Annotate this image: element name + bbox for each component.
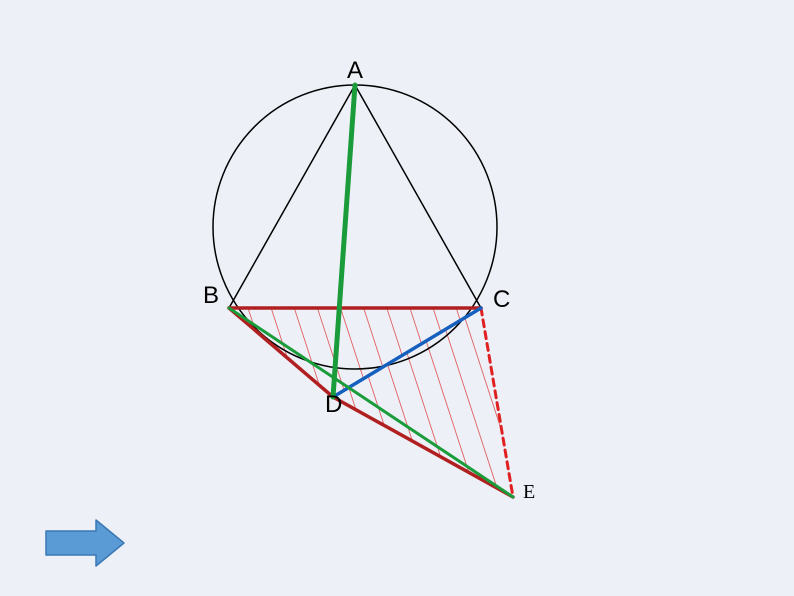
label-D: D xyxy=(325,391,342,419)
hatch-region xyxy=(0,0,794,596)
edge-BD xyxy=(229,308,333,397)
next-arrow[interactable] xyxy=(46,520,124,566)
edge-DE xyxy=(333,397,513,497)
edge-BE xyxy=(229,308,513,497)
hatch-region xyxy=(0,0,794,596)
edge-AC xyxy=(355,85,481,308)
label-A: A xyxy=(347,57,363,85)
edge-AD xyxy=(333,85,355,397)
diagram-canvas xyxy=(0,0,794,596)
edge-AB xyxy=(229,85,355,308)
label-E: E xyxy=(523,481,535,504)
label-C: C xyxy=(493,286,510,314)
label-B: B xyxy=(203,282,219,310)
edge-CE xyxy=(481,308,513,497)
